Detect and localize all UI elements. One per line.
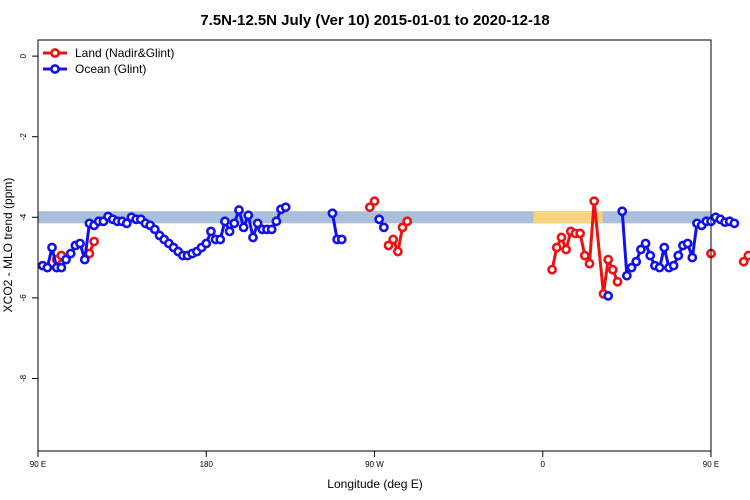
data-point bbox=[266, 224, 277, 235]
data-point bbox=[149, 224, 160, 235]
legend-label: Ocean (Glint) bbox=[75, 62, 146, 76]
data-point bbox=[743, 250, 750, 261]
x-tick-label: 90 E bbox=[703, 460, 719, 469]
y-tick-label: 0 bbox=[19, 53, 28, 58]
data-point bbox=[402, 216, 413, 227]
data-point bbox=[659, 242, 670, 253]
y-tick-label: -2 bbox=[19, 133, 28, 141]
data-point bbox=[243, 210, 254, 221]
data-point bbox=[378, 222, 389, 233]
data-point bbox=[220, 216, 230, 227]
data-point bbox=[369, 196, 380, 207]
data-point bbox=[252, 218, 263, 229]
data-point bbox=[621, 270, 632, 281]
data-point bbox=[556, 232, 567, 243]
data-point bbox=[224, 226, 235, 237]
data-point bbox=[248, 232, 258, 243]
data-point bbox=[738, 256, 749, 267]
data-point bbox=[89, 236, 99, 247]
legend: Land (Nadir&Glint) Ocean (Glint) bbox=[43, 46, 174, 76]
x-axis-label: Longitude (deg E) bbox=[327, 477, 422, 491]
data-point bbox=[42, 262, 53, 273]
data-point bbox=[645, 250, 656, 261]
data-point bbox=[668, 260, 679, 271]
data-point bbox=[121, 218, 132, 229]
x-tick-label: 90 W bbox=[365, 460, 384, 469]
chart-title: 7.5N-12.5N July (Ver 10) 2015-01-01 to 2… bbox=[200, 12, 549, 29]
legend-swatch-marker bbox=[50, 48, 60, 58]
data-point bbox=[640, 238, 651, 249]
x-tick-label: 180 bbox=[200, 460, 214, 469]
data-point bbox=[729, 218, 740, 229]
data-point bbox=[575, 228, 586, 239]
data-point bbox=[617, 206, 628, 217]
data-point bbox=[364, 202, 375, 213]
y-axis: 0 -2 -4 -6 -8 bbox=[19, 53, 38, 382]
data-point bbox=[75, 238, 85, 249]
data-point bbox=[682, 238, 693, 249]
data-point bbox=[603, 290, 614, 301]
legend-label: Land (Nadir&Glint) bbox=[75, 46, 174, 60]
x-tick-label: 90 E bbox=[30, 460, 46, 469]
data-point bbox=[607, 264, 618, 275]
data-point bbox=[229, 218, 240, 229]
plot-frame bbox=[37, 39, 712, 452]
data-point bbox=[61, 254, 71, 265]
series-ocean bbox=[37, 202, 740, 301]
data-point bbox=[201, 238, 212, 249]
data-point bbox=[56, 262, 67, 273]
x-tick-label: 0 bbox=[541, 460, 546, 469]
data-point bbox=[626, 262, 637, 273]
data-point bbox=[673, 250, 684, 261]
data-point bbox=[612, 276, 623, 287]
data-point bbox=[392, 246, 403, 257]
data-point bbox=[547, 264, 557, 275]
data-point bbox=[551, 242, 562, 253]
reference-band-highlight bbox=[533, 211, 603, 224]
y-tick-label: -6 bbox=[19, 294, 28, 302]
data-point bbox=[234, 205, 244, 215]
data-point bbox=[238, 222, 249, 233]
data-point bbox=[271, 216, 282, 227]
series-land bbox=[51, 196, 750, 299]
y-axis-label: XCO2 - MLO trend (ppm) bbox=[1, 178, 15, 313]
data-point bbox=[561, 244, 572, 255]
y-tick-label: -8 bbox=[19, 374, 28, 382]
data-point bbox=[635, 244, 646, 255]
data-point bbox=[584, 258, 595, 269]
data-point bbox=[47, 242, 57, 253]
data-point bbox=[215, 234, 226, 245]
data-point bbox=[79, 254, 90, 265]
data-point bbox=[397, 222, 408, 233]
data-point bbox=[374, 214, 385, 225]
data-point bbox=[65, 248, 76, 259]
x-axis: 90 E 180 90 W 0 90 E bbox=[30, 451, 719, 469]
data-point bbox=[206, 226, 216, 237]
data-point bbox=[383, 240, 394, 251]
legend-swatch-marker bbox=[50, 64, 60, 74]
data-point bbox=[687, 252, 698, 263]
data-point bbox=[579, 250, 590, 261]
data-point bbox=[280, 202, 291, 213]
data-point bbox=[589, 196, 600, 207]
data-point bbox=[388, 234, 399, 245]
data-point bbox=[327, 208, 338, 219]
plot-area bbox=[37, 196, 750, 301]
data-point bbox=[654, 262, 665, 273]
data-point bbox=[603, 254, 614, 265]
data-point bbox=[336, 234, 347, 245]
y-tick-label: -4 bbox=[19, 213, 28, 221]
data-point bbox=[631, 256, 642, 267]
